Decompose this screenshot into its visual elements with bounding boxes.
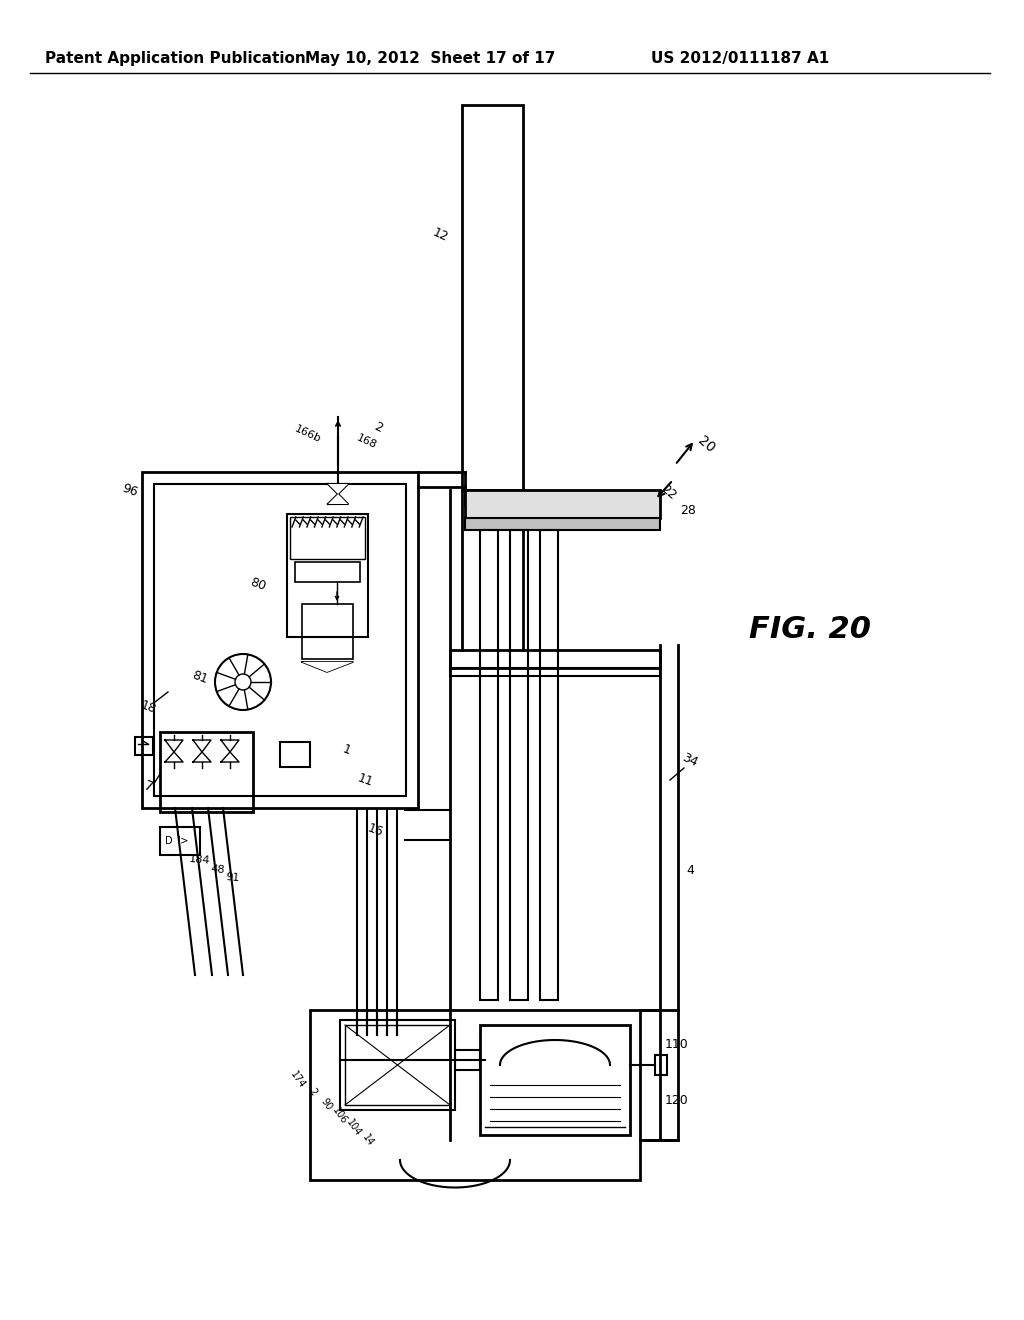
- Text: 48: 48: [211, 865, 225, 875]
- Bar: [450, 668, 660, 676]
- Bar: [135, 737, 153, 755]
- Text: 1: 1: [341, 743, 353, 758]
- Text: 90: 90: [318, 1096, 334, 1111]
- Text: 34: 34: [680, 751, 699, 770]
- Text: 174: 174: [289, 1069, 307, 1090]
- Bar: [345, 1026, 450, 1105]
- Bar: [340, 1020, 455, 1110]
- Text: 96: 96: [121, 482, 139, 499]
- Text: 2: 2: [372, 420, 385, 434]
- Text: 22: 22: [657, 482, 678, 502]
- Bar: [142, 473, 418, 808]
- Polygon shape: [302, 663, 353, 672]
- Text: 18: 18: [138, 698, 158, 715]
- Text: 14: 14: [360, 1133, 376, 1148]
- Text: 91: 91: [225, 873, 241, 883]
- Text: 28: 28: [680, 503, 696, 516]
- Text: 104: 104: [345, 1118, 364, 1138]
- Text: US 2012/0111187 A1: US 2012/0111187 A1: [651, 50, 829, 66]
- Text: D: D: [165, 836, 173, 846]
- Text: |>: |>: [178, 836, 189, 846]
- Bar: [280, 742, 310, 767]
- Bar: [462, 106, 523, 490]
- Bar: [295, 562, 360, 582]
- Bar: [160, 733, 253, 812]
- Bar: [465, 517, 660, 531]
- Bar: [455, 1049, 480, 1071]
- Bar: [450, 649, 660, 668]
- Text: 184: 184: [189, 854, 211, 866]
- Text: 80: 80: [248, 576, 267, 593]
- Bar: [540, 531, 558, 1001]
- Bar: [160, 828, 200, 855]
- Bar: [465, 490, 660, 517]
- Text: May 10, 2012  Sheet 17 of 17: May 10, 2012 Sheet 17 of 17: [305, 50, 555, 66]
- Text: 20: 20: [695, 434, 717, 455]
- Text: 2: 2: [306, 1086, 317, 1097]
- Text: 110: 110: [665, 1039, 689, 1052]
- Bar: [290, 517, 365, 558]
- Bar: [310, 1010, 640, 1180]
- Text: 11: 11: [355, 771, 375, 789]
- Text: 12: 12: [430, 226, 450, 244]
- Text: 106: 106: [331, 1106, 349, 1126]
- Text: FIG. 20: FIG. 20: [749, 615, 871, 644]
- Polygon shape: [328, 484, 348, 494]
- Text: 4: 4: [686, 863, 694, 876]
- Bar: [510, 531, 528, 1001]
- Polygon shape: [328, 494, 348, 504]
- Bar: [655, 1055, 667, 1074]
- Text: 16: 16: [366, 821, 385, 838]
- Bar: [287, 513, 368, 638]
- Text: Patent Application Publication: Patent Application Publication: [45, 50, 305, 66]
- Text: 120: 120: [665, 1093, 689, 1106]
- Text: 168: 168: [355, 433, 379, 451]
- Bar: [480, 531, 498, 1001]
- Bar: [154, 484, 406, 796]
- Text: 81: 81: [190, 668, 210, 686]
- Bar: [302, 605, 353, 659]
- Text: 7: 7: [141, 779, 155, 795]
- Bar: [480, 1026, 630, 1135]
- Text: 166b: 166b: [293, 424, 323, 445]
